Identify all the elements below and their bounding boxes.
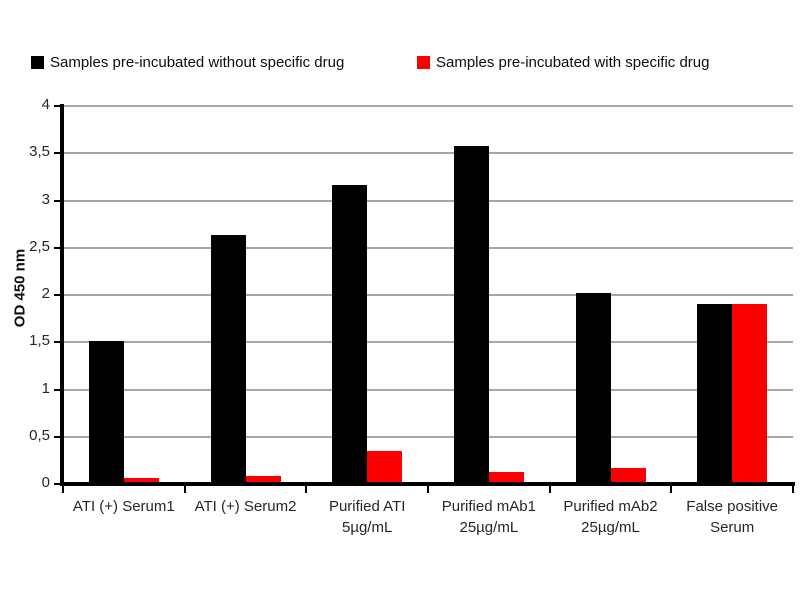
y-tick-mark	[54, 199, 63, 202]
x-axis-label-line: 5µg/mL	[341, 519, 393, 536]
y-tick-label: 3	[41, 190, 50, 208]
legend-label-with-drug: Samples pre-incubated with specific drug	[436, 53, 710, 71]
legend-swatch-red-icon	[417, 55, 430, 69]
x-axis-label-line: Purified ATI	[328, 498, 406, 515]
gridline	[63, 341, 793, 344]
x-tick-mark	[427, 486, 429, 493]
gridline	[63, 199, 793, 202]
y-tick-label: 2,5	[29, 237, 50, 255]
bar-without-drug	[697, 303, 733, 484]
x-axis-label-line: ATI (+) Serum2	[194, 498, 297, 515]
x-axis-label: Purified mAb1 25µg/mL	[423, 496, 555, 538]
x-axis-label: ATI (+) Serum2	[180, 496, 312, 517]
x-axis-label: False positive Serum	[666, 496, 798, 538]
y-tick-mark	[54, 483, 63, 485]
x-axis-label: Purified mAb2 25µg/mL	[545, 496, 677, 538]
y-tick-mark	[54, 152, 63, 155]
legend-swatch-black-icon	[31, 55, 44, 69]
x-tick-mark	[183, 486, 186, 493]
x-tick-mark	[548, 486, 551, 493]
y-axis-line	[60, 104, 64, 486]
y-tick-mark	[54, 435, 63, 438]
x-axis-label-line: Purified mAb2	[563, 498, 658, 515]
y-tick-label: 4	[41, 96, 50, 113]
bar-without-drug	[453, 145, 489, 484]
y-tick-mark	[54, 294, 63, 296]
x-axis-line	[60, 482, 795, 486]
bar-without-drug	[88, 341, 124, 484]
x-tick-mark	[305, 486, 308, 493]
gridline	[63, 388, 793, 391]
y-tick-label: 0,5	[29, 426, 50, 444]
legend-item-with-drug: Samples pre-incubated with specific drug	[417, 52, 709, 72]
x-axis-label-line: 25µg/mL	[459, 519, 519, 536]
x-tick-mark	[670, 486, 673, 493]
y-tick-mark	[54, 388, 63, 391]
gridline	[63, 152, 793, 155]
y-tick-label: 1,5	[29, 332, 50, 350]
bar-with-drug	[610, 467, 646, 484]
x-axis-label: ATI (+) Serum1	[58, 496, 190, 517]
bar-with-drug	[488, 471, 524, 484]
legend-item-without-drug: Samples pre-incubated without specific d…	[31, 52, 344, 72]
y-tick-mark	[54, 105, 63, 107]
bar-with-drug	[732, 303, 768, 484]
bar-with-drug	[367, 450, 403, 484]
gridline	[63, 246, 793, 249]
x-axis-label-line: Purified mAb1	[441, 498, 536, 515]
gridline	[63, 435, 793, 438]
x-tick-mark	[792, 486, 794, 493]
x-axis-label-line: ATI (+) Serum1	[72, 498, 175, 515]
bar-without-drug	[332, 185, 368, 484]
x-axis-label-line: 25µg/mL	[581, 519, 640, 536]
y-tick-label: 3,5	[29, 143, 50, 161]
y-tick-mark	[54, 341, 63, 344]
y-tick-label: 1	[41, 379, 50, 397]
gridline	[63, 294, 793, 296]
y-tick-label: 2	[41, 285, 50, 302]
bar-without-drug	[210, 235, 246, 484]
x-axis-label-line: Serum	[710, 519, 755, 536]
legend-label-without-drug: Samples pre-incubated without specific d…	[50, 53, 345, 71]
x-tick-mark	[62, 486, 64, 493]
y-tick-label: 0	[41, 474, 50, 491]
x-axis-label: Purified ATI 5µg/mL	[301, 496, 433, 538]
gridline	[63, 105, 793, 107]
bar-without-drug	[575, 293, 611, 484]
bar-with-drug	[245, 476, 281, 484]
y-tick-mark	[54, 246, 63, 249]
x-axis-label-line: False positive	[686, 498, 779, 515]
bar-with-drug	[123, 478, 159, 484]
